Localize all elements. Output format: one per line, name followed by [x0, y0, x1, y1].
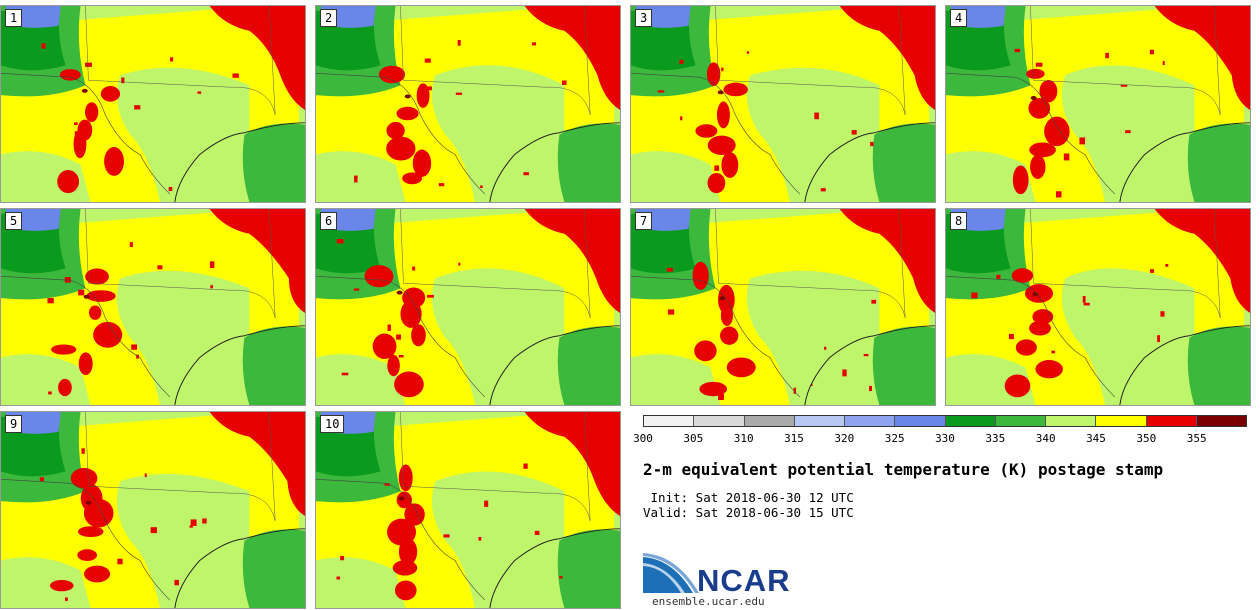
colorbar-segment	[1196, 416, 1246, 426]
colorbar-tick-label: 335	[985, 432, 1006, 445]
colorbar-tick-label: 345	[1086, 432, 1106, 445]
member-number-label: 5	[5, 212, 23, 230]
ncar-logo-icon	[643, 553, 699, 593]
colorbar-segment	[1146, 416, 1197, 426]
ncar-logo-text: NCAR	[697, 563, 791, 598]
postage-stamp-map: 8	[945, 208, 1251, 406]
plot-title: 2-m equivalent potential temperature (K)…	[643, 460, 1164, 479]
colorbar-segment	[644, 416, 695, 426]
colorbar-segment	[845, 416, 896, 426]
colorbar-segment	[744, 416, 795, 426]
colorbar-tick-label: 355	[1186, 432, 1207, 445]
postage-stamp-map: 1	[0, 5, 306, 203]
colorbar-tick-label: 330	[935, 432, 955, 445]
postage-stamp-map: 6	[315, 208, 621, 406]
member-number-label: 8	[950, 212, 968, 230]
member-number-label: 10	[320, 415, 345, 433]
colorbar-tick-label: 315	[784, 432, 804, 445]
init-time: Init: Sat 2018-06-30 12 UTC	[643, 490, 854, 505]
site-url: ensemble.ucar.edu	[652, 595, 765, 608]
member-number-label: 2	[320, 9, 338, 27]
member-number-label: 7	[635, 212, 653, 230]
colorbar-tick-label: 340	[1035, 432, 1056, 445]
colorbar-segment	[1096, 416, 1147, 426]
colorbar-tick-label: 310	[733, 432, 754, 445]
postage-stamp-map: 2	[315, 5, 621, 203]
colorbar-tick-label: 320	[834, 432, 855, 445]
member-number-label: 1	[5, 9, 23, 27]
colorbar-tick-label: 350	[1136, 432, 1157, 445]
valid-time: Valid: Sat 2018-06-30 15 UTC	[643, 505, 854, 520]
colorbar-segment	[995, 416, 1046, 426]
member-number-label: 3	[635, 9, 653, 27]
postage-stamp-map: 4	[945, 5, 1251, 203]
colorbar-tick-label: 300	[633, 432, 653, 445]
postage-stamp-map: 9	[0, 411, 306, 609]
postage-stamp-map: 10	[315, 411, 621, 609]
member-number-label: 6	[320, 212, 338, 230]
colorbar-segment	[945, 416, 996, 426]
colorbar-tick-label: 305	[683, 432, 704, 445]
colorbar-segment	[694, 416, 745, 426]
colorbar-tick-labels: 300 305 310 315 320 325 330 335 340 345 350 355	[633, 432, 1247, 446]
colorbar-segment	[1046, 416, 1097, 426]
postage-stamp-map: 7	[630, 208, 936, 406]
member-number-label: 9	[5, 415, 23, 433]
postage-stamp-map: 5	[0, 208, 306, 406]
colorbar-segment	[895, 416, 946, 426]
colorbar-segment	[794, 416, 845, 426]
postage-stamp-map: 3	[630, 5, 936, 203]
colorbar-tick-label: 325	[884, 432, 905, 445]
colorbar	[643, 415, 1247, 427]
member-number-label: 4	[950, 9, 968, 27]
